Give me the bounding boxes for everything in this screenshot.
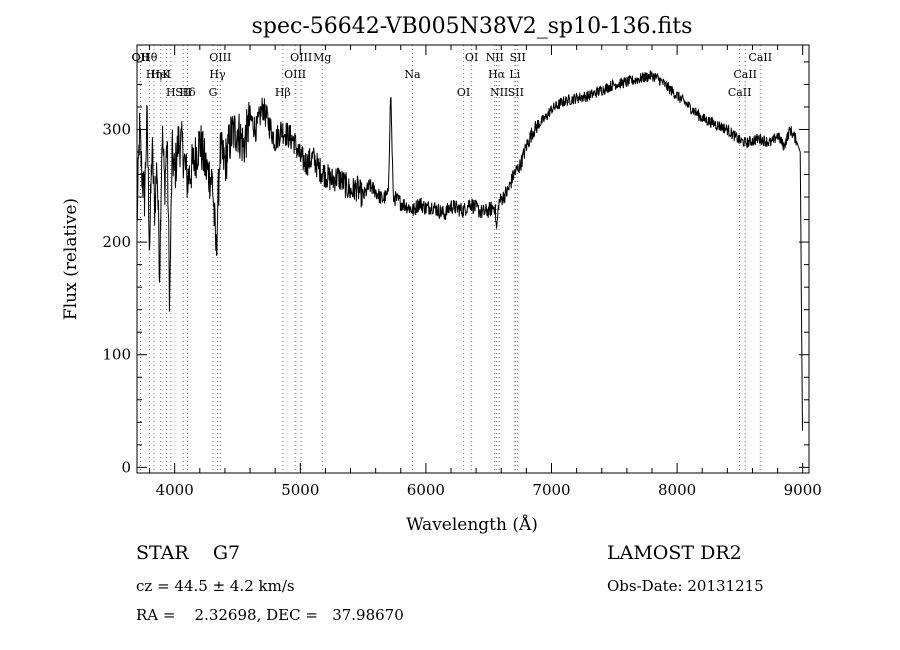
object-class: STAR G7 bbox=[136, 542, 240, 564]
coordinates-label: RA = 2.32698, DEC = 37.98670 bbox=[136, 606, 404, 624]
line-marker-label: Hα bbox=[488, 68, 506, 81]
line-marker-label: SII bbox=[510, 51, 526, 64]
redshift-label: cz = 44.5 ± 4.2 km/s bbox=[136, 577, 295, 595]
x-tick-label: 7000 bbox=[532, 481, 570, 499]
y-tick-label: 100 bbox=[102, 346, 131, 364]
x-tick-label: 5000 bbox=[281, 481, 319, 499]
line-marker-label: NII bbox=[490, 86, 508, 99]
line-marker-label: OI bbox=[457, 86, 470, 99]
line-marker-label: HeI bbox=[151, 68, 171, 81]
y-tick-label: 200 bbox=[102, 233, 131, 251]
line-marker-label: NII bbox=[486, 51, 504, 64]
line-marker-label: Li bbox=[509, 68, 520, 81]
line-marker-label: SII bbox=[175, 86, 191, 99]
line-marker-label: OI bbox=[465, 51, 478, 64]
line-marker-label: CaII bbox=[728, 86, 752, 99]
x-axis-label: Wavelength (Å) bbox=[406, 514, 538, 535]
survey-label: LAMOST DR2 bbox=[607, 542, 742, 564]
x-tick-label: 8000 bbox=[658, 481, 696, 499]
line-marker-label: Mg bbox=[313, 51, 331, 64]
line-marker-label: Hβ bbox=[275, 86, 291, 99]
line-marker-layer: HθKHδOIIHeISIIOIIHηHOIIIHγGOIIIOIIIHβMgN… bbox=[132, 45, 772, 473]
x-tick-label: 9000 bbox=[784, 481, 822, 499]
line-marker-label: OIII bbox=[209, 51, 231, 64]
line-marker-label: Hη bbox=[146, 68, 162, 81]
x-tick-label: 6000 bbox=[407, 481, 445, 499]
series-line bbox=[136, 70, 803, 431]
line-marker-label: K bbox=[162, 68, 171, 81]
subclass-label: G7 bbox=[212, 542, 241, 564]
line-marker-label: CaII bbox=[733, 68, 757, 81]
y-tick-label: 0 bbox=[121, 458, 131, 476]
line-marker-label: Na bbox=[404, 68, 421, 81]
line-marker-label: SII bbox=[508, 86, 524, 99]
chart-title: spec-56642-VB005N38V2_sp10-136.fits bbox=[252, 14, 693, 39]
plot-frame bbox=[136, 44, 810, 474]
line-marker-label: OII bbox=[132, 51, 150, 64]
line-marker-label: CaII bbox=[748, 51, 772, 64]
ticks-layer: 4000 5000 6000 7000 8000 9000 0 100 200 300 bbox=[102, 45, 822, 499]
line-marker-label: OIII bbox=[290, 51, 312, 64]
line-marker-label: Hθ bbox=[141, 51, 158, 64]
series-layer bbox=[136, 70, 803, 431]
y-tick-label: 300 bbox=[102, 120, 131, 138]
y-axis-label: Flux (relative) bbox=[61, 198, 81, 320]
x-tick-label: 4000 bbox=[156, 481, 194, 499]
obs-date-label: Obs-Date: 20131215 bbox=[607, 577, 764, 595]
line-marker-label: Hγ bbox=[209, 68, 226, 81]
line-marker-label: H bbox=[166, 86, 176, 99]
line-marker-label: G bbox=[209, 86, 218, 99]
line-marker-label: OIII bbox=[284, 68, 306, 81]
class-label: STAR bbox=[136, 542, 189, 564]
